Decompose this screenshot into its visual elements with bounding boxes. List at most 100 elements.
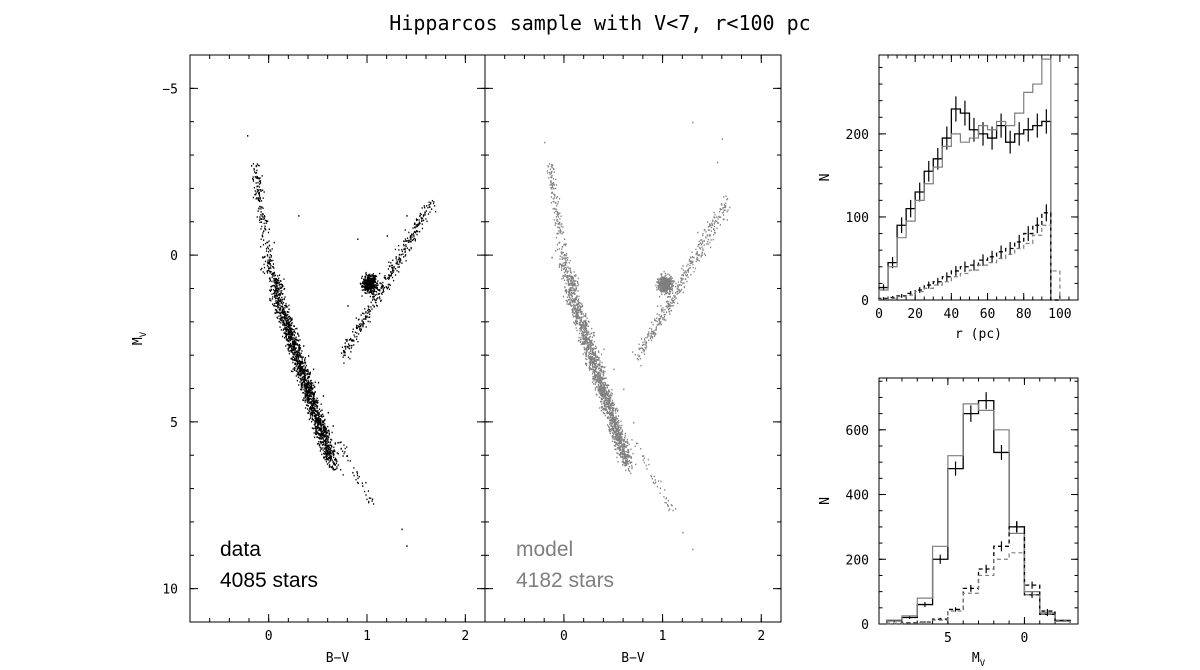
data-point (587, 331, 589, 334)
data-point (285, 326, 287, 329)
data-point (561, 248, 563, 250)
data-point (291, 333, 294, 336)
data-point (434, 210, 437, 213)
data-point (259, 205, 261, 208)
data-point (583, 339, 585, 341)
x-axis-label: B−V (326, 651, 350, 666)
data-point (573, 305, 575, 307)
data-point (312, 395, 315, 397)
data-point (667, 273, 669, 275)
data-point (376, 287, 378, 289)
data-point (369, 273, 371, 276)
data-point (297, 367, 300, 369)
data-point (615, 419, 617, 422)
data-point (303, 372, 305, 375)
data-point (561, 278, 563, 280)
data-point (293, 345, 295, 347)
data-point (592, 353, 594, 355)
data-point (309, 382, 312, 385)
data-point (374, 299, 376, 301)
data-point (277, 297, 279, 300)
data-point (593, 341, 595, 343)
data-point (625, 464, 627, 467)
data-point (581, 305, 583, 308)
data-point (295, 356, 298, 359)
data-point (316, 397, 318, 400)
data-point (297, 339, 299, 341)
data-point (261, 215, 263, 217)
data-point (594, 364, 597, 367)
data-point (398, 263, 400, 266)
data-point (585, 363, 587, 365)
data-point (583, 327, 586, 329)
data-point (604, 403, 606, 406)
data-point (281, 305, 283, 308)
data-point (589, 364, 591, 366)
data-point (606, 401, 608, 404)
data-point (610, 403, 612, 406)
data-point (396, 263, 399, 265)
data-point (331, 459, 333, 461)
y-tick-label: −5 (162, 82, 178, 97)
data-point (308, 372, 310, 374)
data-point (302, 381, 304, 384)
data-point (580, 316, 583, 319)
data-point (274, 282, 276, 285)
data-point (593, 334, 595, 336)
data-point (270, 256, 272, 258)
data-point (387, 268, 389, 270)
data-point (325, 431, 327, 433)
data-point (368, 316, 371, 318)
data-point (572, 315, 574, 318)
data-point (616, 427, 618, 429)
data-point (335, 460, 337, 462)
data-point (335, 458, 337, 461)
data-point (628, 443, 630, 446)
data-point (302, 391, 305, 394)
data-point (622, 449, 624, 451)
data-point (587, 347, 589, 350)
data-point (379, 288, 381, 291)
data-point (288, 328, 290, 330)
data-point (334, 464, 336, 466)
data-point (601, 386, 603, 388)
data-point (286, 323, 288, 325)
data-point (569, 299, 571, 301)
data-point (619, 442, 622, 445)
data-point (373, 288, 375, 291)
data-point (358, 475, 360, 478)
data-point (292, 342, 294, 344)
data-point (576, 302, 578, 305)
data-point (318, 444, 320, 447)
data-point (327, 429, 329, 432)
data-point (610, 397, 612, 400)
data-point (295, 336, 297, 339)
data-point (582, 337, 584, 339)
data-point (599, 362, 601, 364)
data-point (325, 433, 327, 436)
data-point (567, 284, 570, 286)
data-point (268, 251, 270, 253)
data-point (590, 342, 593, 344)
data-point (585, 331, 588, 333)
data-point (560, 225, 563, 228)
data-point (321, 423, 323, 426)
data-point (265, 222, 267, 225)
data-point (372, 503, 375, 505)
data-point (325, 451, 327, 454)
data-point (362, 280, 364, 283)
data-point (322, 424, 325, 426)
data-point (291, 340, 294, 343)
data-point (611, 422, 613, 425)
data-point (366, 289, 368, 291)
data-point (390, 262, 392, 264)
data-point (568, 303, 570, 306)
data-point (271, 248, 273, 250)
data-point (307, 381, 310, 384)
data-point (365, 318, 367, 320)
data-point (615, 444, 617, 446)
data-point (629, 462, 631, 464)
data-point (577, 316, 579, 318)
data-point (308, 394, 310, 397)
data-point (317, 417, 319, 420)
